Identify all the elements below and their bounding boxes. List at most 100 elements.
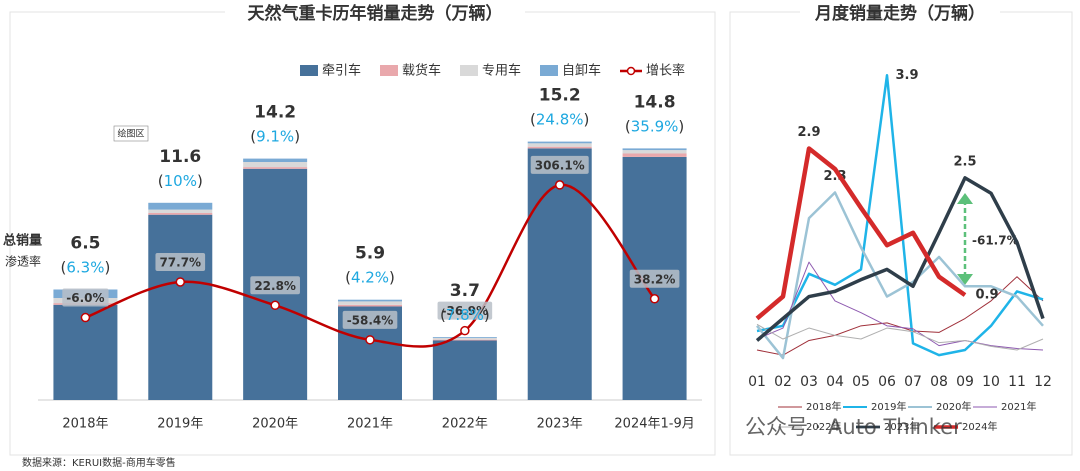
legend-label: 2024年 <box>962 420 997 433</box>
legend-label: 2023年 <box>884 420 919 433</box>
growth-point <box>270 300 280 311</box>
title-bg <box>225 2 525 24</box>
bar-segment <box>432 340 497 400</box>
growth-label: 22.8% <box>254 279 296 293</box>
legend-marker <box>626 66 636 76</box>
total-label: 6.5 <box>70 234 100 254</box>
legend-label: 自卸车 <box>562 63 601 79</box>
x-tick-label: 08 <box>930 374 948 390</box>
growth-label: 306.1% <box>535 158 585 172</box>
growth-label: 77.7% <box>159 255 201 269</box>
growth-label-bg <box>62 288 109 307</box>
bar-segment <box>338 299 402 302</box>
penetration-label: (4.2%) <box>345 268 395 286</box>
value-label: 2.9 <box>797 125 820 140</box>
growth-point <box>649 294 660 304</box>
total-label: 3.7 <box>450 281 480 301</box>
total-label: 14.2 <box>254 103 296 123</box>
legend-swatch <box>460 65 478 76</box>
legend-label: 载货车 <box>402 63 441 79</box>
penetration-label: (10%) <box>158 171 203 189</box>
legend-label: 牵引车 <box>322 63 361 79</box>
growth-label-bg <box>155 252 206 271</box>
growth-label: -36.9% <box>442 304 489 318</box>
legend-label: 2020年 <box>936 400 971 413</box>
x-tick-label: 2022年 <box>442 417 488 432</box>
bar-segment <box>432 337 497 340</box>
series-line <box>756 261 1044 351</box>
series-line <box>755 146 967 321</box>
penetration-label: (24.8%) <box>530 110 589 128</box>
bar-segment <box>243 167 308 169</box>
legend-swatch <box>380 65 398 76</box>
watermark: 公众号 · Auto Thinker <box>745 415 962 439</box>
bar-segment <box>527 141 592 144</box>
growth-label-bg <box>342 310 398 329</box>
total-label: 15.2 <box>539 86 581 106</box>
penetration-label: (6.3%) <box>61 258 111 276</box>
series-line <box>756 191 1044 360</box>
total-label: 11.6 <box>159 147 201 167</box>
plot-area-tag-box <box>113 125 149 142</box>
growth-label-bg <box>530 155 589 174</box>
source: 数据来源：KERUI数据-商用车零售 <box>22 456 176 469</box>
total-label: 14.8 <box>634 92 676 112</box>
legend-swatch <box>300 65 318 76</box>
x-tick-label: 2021年 <box>347 417 393 432</box>
bar-segment <box>622 148 687 151</box>
legend-label: 2019年 <box>871 400 906 413</box>
bar-segment <box>148 209 213 213</box>
bar-segment <box>243 158 308 162</box>
x-tick-label: 09 <box>956 374 974 390</box>
x-tick-label: 12 <box>1034 374 1052 390</box>
legend-label: 增长率 <box>646 63 685 79</box>
penetration-label: (7.8%) <box>440 306 490 324</box>
bar-segment <box>148 213 213 215</box>
bar-segment <box>527 148 592 400</box>
x-tick-label: 11 <box>1008 374 1026 390</box>
growth-label-bg <box>250 276 300 295</box>
series-line <box>756 323 1044 351</box>
legend-label: 2018年 <box>806 400 841 413</box>
series-line <box>755 176 1045 342</box>
penetration-caption: 渗透率 <box>5 254 41 269</box>
bar-segment <box>432 339 497 341</box>
series-line <box>756 74 1044 357</box>
legend-label: 2022年 <box>806 420 841 433</box>
x-tick-label: 2019年 <box>157 417 203 432</box>
legend-label: 2021年 <box>1001 400 1036 413</box>
growth-label: -6.0% <box>66 291 104 305</box>
bar-segment <box>148 202 213 210</box>
growth-point <box>460 325 470 336</box>
annotation: -61.7% <box>972 234 1019 248</box>
value-label: 3.9 <box>895 68 918 83</box>
bar-segment <box>527 143 592 147</box>
x-tick-label: 07 <box>904 374 922 390</box>
bar-segment <box>243 162 308 168</box>
bar-segment <box>338 304 402 307</box>
x-tick-label: 2023年 <box>537 417 583 432</box>
x-tick-label: 2018年 <box>62 417 108 432</box>
x-tick-label: 10 <box>982 374 1000 390</box>
x-tick-label: 02 <box>774 374 792 390</box>
value-label: 2.5 <box>953 154 976 169</box>
bar-segment <box>622 150 687 154</box>
growth-label-bg <box>437 301 493 320</box>
growth-point <box>554 180 565 190</box>
value-label: 0.9 <box>975 288 998 303</box>
x-tick-label: 2020年 <box>252 417 298 432</box>
growth-label-bg <box>629 269 680 288</box>
x-tick-label: 06 <box>878 374 896 390</box>
growth-label: 38.2% <box>634 272 676 286</box>
bar-segment <box>622 153 687 157</box>
change-arrow-heads <box>957 193 973 285</box>
bar-segment <box>338 301 402 305</box>
legend-label: 专用车 <box>482 63 521 79</box>
growth-point <box>175 277 186 287</box>
title-bg <box>800 2 1000 24</box>
x-tick-label: 01 <box>748 374 766 390</box>
total-label: 5.9 <box>355 244 385 264</box>
x-tick-label: 2024年1-9月 <box>614 417 694 432</box>
